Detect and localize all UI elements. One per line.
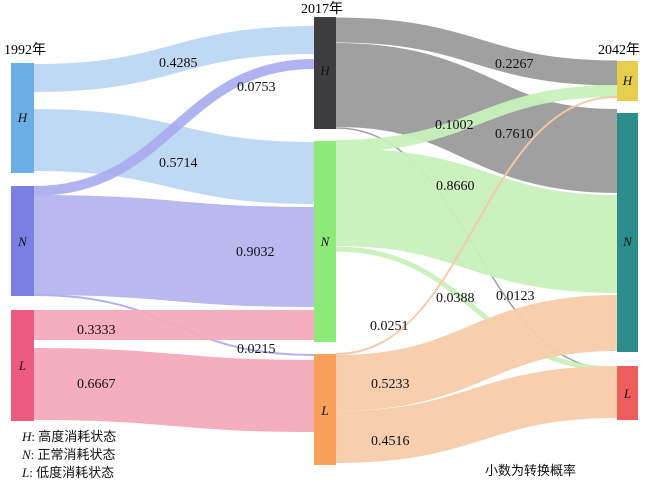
prob-label-1992l-2017n: 0.3333 [77,323,116,338]
node-label-2042-n: N [622,234,633,249]
legend-text-h: 高度消耗状态 [38,429,116,444]
prob-label-2017h-2042h: 0.2267 [495,57,534,72]
node-label-2017-n: N [320,234,331,249]
link-2017L-2042H [335,96,618,355]
note-text: 小数为转换概率 [485,463,576,478]
node-label-2017-h: H [319,63,330,78]
prob-label-2017h-2042n: 0.7610 [495,127,534,142]
prob-label-1992n-2017h: 0.0753 [237,80,276,95]
legend-item-n: N: 正常消耗状态 [21,447,116,462]
node-label-1992-h: H [17,110,28,125]
node-label-1992-l: L [18,358,26,373]
node-label-2042-l: L [623,386,631,401]
link-2017N-2042H [335,85,618,152]
prob-label-1992n-2017l: 0.0215 [237,342,276,357]
year-label-2042: 2042年 [598,42,640,58]
node-label-2042-h: H [622,73,633,88]
node-2042-n [617,113,638,352]
node-2042-h [617,61,638,101]
link-2017N-2042L [335,246,618,372]
link-2017H-2042H [335,17,618,86]
link-2017L-2042N [335,295,618,411]
prob-label-2017l-2042h: 0.0251 [370,319,409,334]
legend-text-l: 低度消耗状态 [36,465,114,480]
nodes-1992 [11,63,34,421]
node-1992-n [11,186,34,296]
link-1992L-2017L [33,348,315,432]
legend-key-h: H [21,429,32,444]
node-2017-h [314,17,336,129]
legend-text-n: 正常消耗状态 [38,447,116,462]
link-1992N-2017H [33,59,315,196]
node-2042-l [617,366,638,420]
node-label-2017-l: L [320,403,328,418]
node-1992-l [11,310,34,421]
prob-label-2017n-2042n: 0.8660 [436,179,475,194]
prob-label-2017l-2042l: 0.4516 [371,434,410,449]
link-2017N-2042N [335,148,618,293]
prob-label-1992h-2017n: 0.5714 [159,156,198,171]
prob-label-2017n-2042l: 0.0388 [436,291,475,306]
node-label-1992-n: N [17,234,28,249]
legend-item-h: H: 高度消耗状态 [21,429,116,444]
nodes-2042 [617,61,638,420]
link-1992N-2017N [33,195,315,307]
year-label-1992: 1992年 [4,42,46,58]
nodes-2017 [314,17,336,465]
legend-item-l: L: 低度消耗状态 [21,465,114,480]
node-2017-l [314,354,336,465]
links-2017-2042 [335,17,618,463]
link-1992H-2017N [33,109,315,204]
prob-label-1992h-2017h: 0.4285 [159,56,198,71]
prob-label-1992n-2017n: 0.9032 [236,245,275,260]
legend: H: 高度消耗状态 N: 正常消耗状态 L: 低度消耗状态 [21,429,116,480]
node-2017-n [314,141,336,342]
link-1992H-2017H [33,26,315,92]
prob-label-2017h-2042l: 0.0123 [496,289,535,304]
prob-label-1992l-2017l: 0.6667 [77,377,116,392]
legend-key-l: L [21,465,29,480]
link-2017L-2042L [335,366,618,463]
node-1992-h [11,63,34,173]
year-label-2017: 2017年 [301,1,343,17]
prob-label-2017n-2042h: 0.1002 [435,118,474,133]
prob-label-2017l-2042n: 0.5233 [371,377,410,392]
legend-key-n: N [21,447,32,462]
links-1992-2017 [33,26,315,432]
